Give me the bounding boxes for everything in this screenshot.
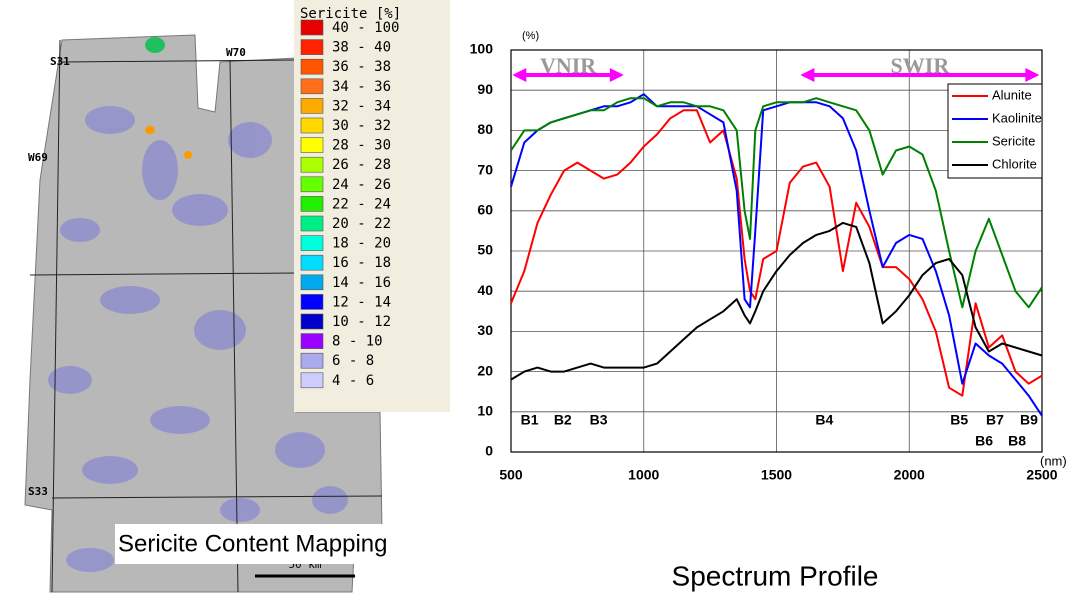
legend-swatch [300,39,324,55]
map-speckle [48,106,348,572]
y-tick-label: 90 [477,81,493,97]
x-axis-label: (nm) [1040,453,1067,468]
plot-border [510,49,1043,453]
arrow-head [800,68,815,82]
chart-caption: Spectrum Profile [672,560,879,591]
x-tick-label: 500 [499,467,523,483]
map-label: W69 [28,151,48,164]
legend-label: 28 - 30 [332,138,391,154]
x-tick-label: 1000 [628,467,659,483]
legend-label: 32 - 34 [332,98,391,114]
caption-box [115,524,477,564]
legend-label: 22 - 24 [332,196,391,212]
map-label: W70 [226,46,246,59]
legend-swatch [300,333,324,349]
y-tick-label: 0 [485,443,493,459]
legend-swatch [300,274,324,291]
series-line [510,221,1043,381]
legend-swatch [300,294,324,310]
legend-swatch [300,235,324,251]
map-grid [29,39,383,593]
legend-swatch [300,117,324,134]
arrow-head [512,68,527,82]
y-tick-label: 10 [477,403,493,419]
y-tick-label: 30 [477,322,493,338]
legend-label: Kaolinite [992,110,1042,125]
series-line [510,109,1043,397]
legend-label: 38 - 40 [332,40,391,56]
chart: 0 10 20 30 40 50 60 70 80 90 100 500 1000 1500 2000 250… [470,41,1058,483]
band-label: B3 [590,412,608,428]
arrow-head [609,68,624,82]
map-legend: 40 - 100 38 - 40 36 - 38 34 - 36 32 - 34 30 -… [300,19,399,389]
legend-swatch [300,372,324,389]
legend-label: 34 - 36 [332,79,391,95]
legend-swatch [300,98,324,114]
legend-label: 10 - 12 [332,314,391,330]
y-tick-label: 50 [477,242,493,258]
band-label: B5 [950,412,968,428]
legend-label: 14 - 16 [332,275,391,291]
legend-label: 30 - 32 [332,118,391,134]
legend-swatch [300,78,324,95]
y-tick-label: 60 [477,202,493,218]
map-caption: Sericite Content Mapping [118,530,387,557]
legend-box [947,83,1043,179]
band-label: B8 [1008,433,1026,449]
series-line [510,93,1043,417]
y-tick-label: 70 [477,161,493,177]
legend-label: Chlorite [992,156,1037,171]
band-label: B6 [975,433,993,449]
legend-label: Alunite [992,87,1032,102]
legend-label: 12 - 14 [332,294,391,310]
legend-swatch [300,156,324,173]
legend-label: Sericite [992,133,1035,148]
arrow-head [1025,68,1040,82]
legend-label: 36 - 38 [332,59,391,75]
legend-swatch [300,352,324,369]
legend-swatch [300,215,324,232]
legend-swatch [300,254,324,271]
legend-label: 20 - 22 [332,216,391,232]
map-hotspot [145,37,192,159]
legend-label: 4 - 6 [332,373,374,389]
legend-label: 6 - 8 [332,353,374,369]
legend-label: 40 - 100 [332,20,399,36]
legend-label: 8 - 10 [332,334,383,350]
legend-swatch [300,137,324,153]
y-tick-label: 20 [477,362,493,378]
series-line [510,97,1043,309]
legend-swatch [300,19,324,36]
legend-label: 18 - 20 [332,236,391,252]
y-tick-label: 100 [470,41,494,57]
x-tick-label: 2500 [1026,467,1057,483]
band-label: B1 [521,412,539,428]
y-tick-label: 80 [477,121,493,137]
legend-swatch [300,313,324,330]
map-label: S31 [50,55,70,68]
map-legend-title: Sericite [%] [300,6,401,22]
y-axis-label: (%) [522,30,539,42]
x-tick-label: 2000 [894,467,925,483]
x-tick-label: 1500 [761,467,792,483]
legend-swatch [300,176,324,193]
band-label: B4 [815,412,833,428]
band-label: B2 [554,412,572,428]
map-label: S33 [28,485,48,498]
y-tick-label: 40 [477,282,493,298]
legend-swatch [300,58,324,75]
legend-label: 24 - 26 [332,177,391,193]
legend-label: 16 - 18 [332,255,391,271]
legend-swatch [300,196,324,212]
band-label: B7 [986,412,1004,428]
band-label: B9 [1020,412,1038,428]
legend-label: 26 - 28 [332,157,391,173]
